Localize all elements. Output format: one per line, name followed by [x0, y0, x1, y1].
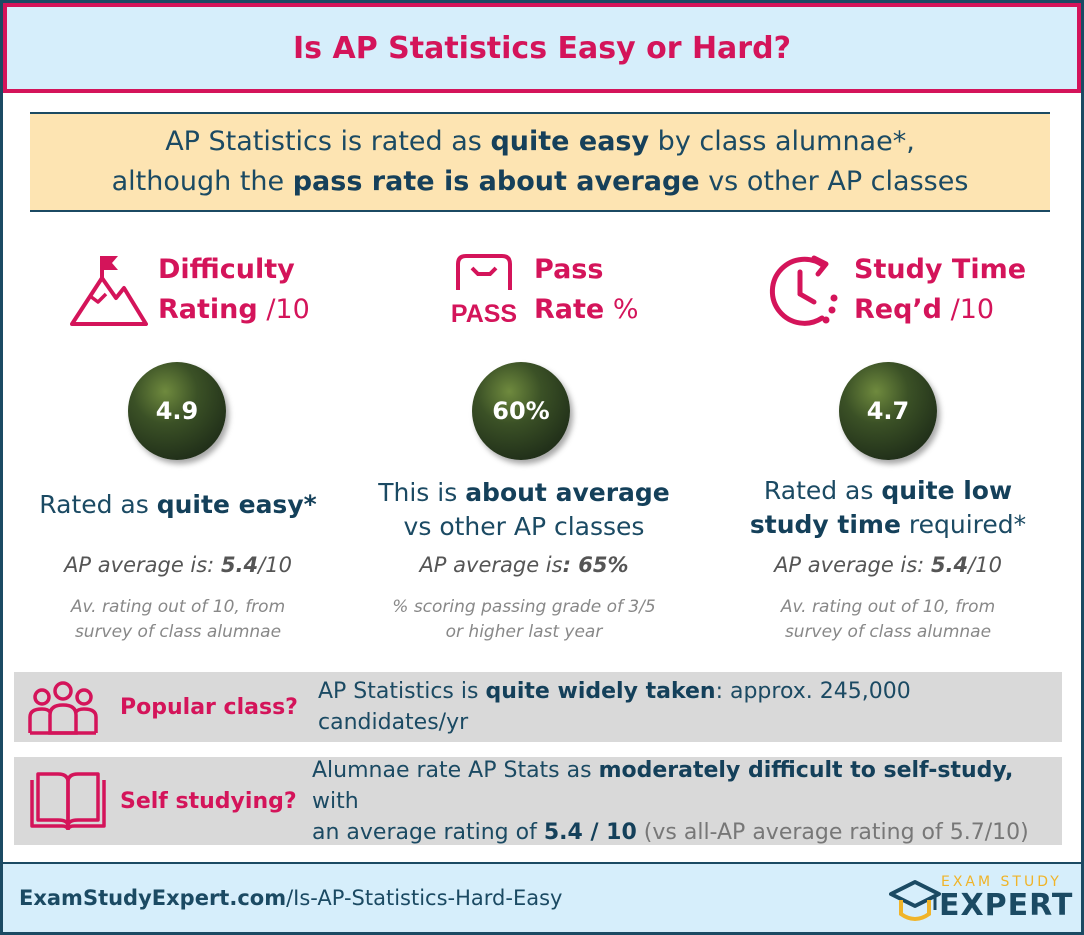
mountain-flag-icon	[70, 256, 148, 326]
self-study-strip: Self studying? Alumnae rate AP Stats as …	[14, 757, 1062, 845]
footer: ExamStudyExpert.com/Is-AP-Statistics-Har…	[3, 862, 1081, 932]
footer-url-link[interactable]: ExamStudyExpert.com/Is-AP-Statistics-Har…	[19, 886, 563, 910]
open-book-icon	[30, 772, 106, 830]
pass-rate-note: % scoring passing grade of 3/5 or higher …	[392, 597, 656, 642]
people-group-icon	[28, 681, 98, 735]
summary-banner: AP Statistics is rated as quite easy by …	[30, 112, 1050, 212]
difficulty-ap-average: AP average is: 5.4/10	[64, 553, 292, 577]
page-title: Is AP Statistics Easy or Hard?	[293, 30, 791, 66]
svg-text:PASS: PASS	[451, 300, 517, 328]
self-study-text: Alumnae rate AP Stats as moderately diff…	[312, 757, 1029, 845]
difficulty-description: Rated as quite easy*	[39, 490, 317, 519]
pass-rate-badge: 60%	[472, 362, 570, 460]
pass-rate-ap-average: AP average is: 65%	[419, 553, 629, 577]
clock-icon	[769, 255, 838, 326]
study-time-title: Study Time Req’d /10	[854, 254, 1027, 325]
difficulty-note: Av. rating out of 10, from survey of clas…	[70, 597, 286, 642]
pass-icon: PASS	[451, 254, 517, 328]
pass-rate-description: This is about average vs other AP classe…	[378, 478, 670, 541]
study-time-note: Av. rating out of 10, from survey of clas…	[780, 597, 996, 642]
summary-line-2: although the pass rate is about average …	[111, 166, 969, 197]
self-study-label: Self studying?	[120, 788, 297, 814]
popular-class-text: AP Statistics is quite widely taken: app…	[318, 679, 911, 735]
difficulty-column: Difficulty Rating /10 4.9 Rated as quite…	[8, 250, 348, 642]
difficulty-score-badge: 4.9	[128, 362, 226, 460]
difficulty-title: Difficulty Rating /10	[158, 254, 310, 325]
pass-rate-column: PASS Pass Rate % 60% This is about avera…	[354, 250, 694, 642]
logo-line-1: EXAM STUDY	[941, 874, 1062, 890]
logo-line-2: EXPERT	[939, 888, 1074, 923]
study-time-ap-average: AP average is: 5.4/10	[774, 553, 1002, 577]
study-time-description: Rated as quite low study time required*	[749, 476, 1027, 539]
graduation-cap-icon	[889, 880, 941, 921]
brand-logo: EXAM STUDY EXPERT	[889, 872, 1079, 928]
popular-class-label: Popular class?	[120, 694, 298, 720]
popular-class-strip: Popular class? AP Statistics is quite wi…	[14, 672, 1062, 742]
pass-rate-title: Pass Rate %	[534, 254, 639, 325]
study-time-column: Study Time Req’d /10 4.7 Rated as quite …	[718, 250, 1058, 642]
summary-line-1: AP Statistics is rated as quite easy by …	[165, 126, 915, 157]
study-time-badge: 4.7	[839, 362, 937, 460]
page-header: Is AP Statistics Easy or Hard?	[3, 3, 1081, 93]
